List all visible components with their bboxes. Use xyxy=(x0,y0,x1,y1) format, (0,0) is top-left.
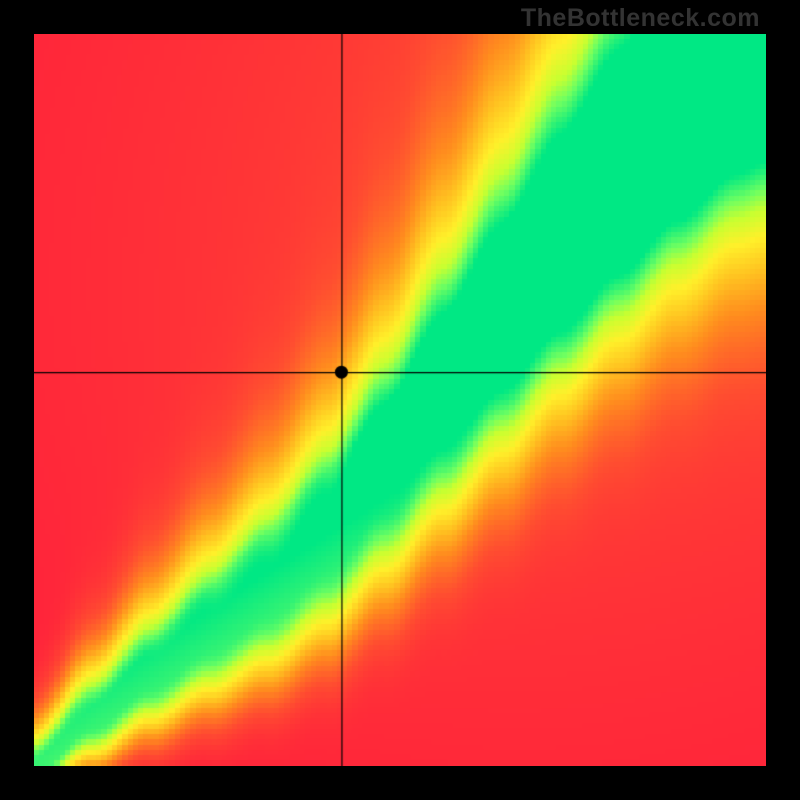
watermark-text: TheBottleneck.com xyxy=(521,4,760,33)
crosshair-overlay xyxy=(34,34,766,766)
